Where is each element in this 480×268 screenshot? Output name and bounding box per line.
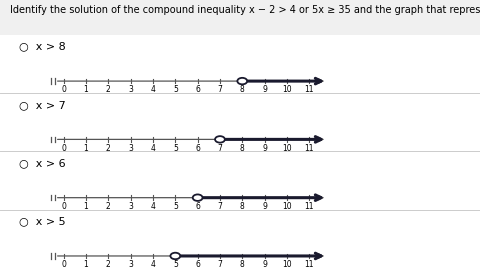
Text: 7: 7 bbox=[217, 260, 222, 268]
Text: 7: 7 bbox=[217, 144, 222, 152]
Text: 1: 1 bbox=[84, 202, 88, 211]
Text: 10: 10 bbox=[281, 144, 291, 152]
Text: 8: 8 bbox=[240, 202, 244, 211]
Text: 0: 0 bbox=[61, 85, 66, 94]
Text: 2: 2 bbox=[106, 260, 110, 268]
Text: 3: 3 bbox=[128, 144, 133, 152]
Text: 6: 6 bbox=[195, 85, 200, 94]
Circle shape bbox=[192, 195, 202, 201]
Text: 11: 11 bbox=[304, 202, 313, 211]
Text: 5: 5 bbox=[172, 144, 178, 152]
Text: 7: 7 bbox=[217, 85, 222, 94]
Circle shape bbox=[237, 78, 247, 84]
Text: 4: 4 bbox=[150, 202, 155, 211]
Text: 10: 10 bbox=[281, 260, 291, 268]
Text: 4: 4 bbox=[150, 260, 155, 268]
Text: ○  x > 6: ○ x > 6 bbox=[19, 158, 66, 168]
Text: 5: 5 bbox=[172, 260, 178, 268]
Text: ○  x > 5: ○ x > 5 bbox=[19, 217, 66, 226]
Text: 0: 0 bbox=[61, 202, 66, 211]
Text: 2: 2 bbox=[106, 202, 110, 211]
Text: Identify the solution of the compound inequality x − 2 > 4 or 5x ≥ 35 and the gr: Identify the solution of the compound in… bbox=[10, 5, 480, 15]
Text: 6: 6 bbox=[195, 260, 200, 268]
Text: 2: 2 bbox=[106, 144, 110, 152]
Text: 5: 5 bbox=[172, 85, 178, 94]
Text: 3: 3 bbox=[128, 85, 133, 94]
Text: 3: 3 bbox=[128, 260, 133, 268]
Text: ○  x > 8: ○ x > 8 bbox=[19, 42, 66, 51]
Text: 4: 4 bbox=[150, 85, 155, 94]
Text: 11: 11 bbox=[304, 85, 313, 94]
Text: 9: 9 bbox=[262, 260, 266, 268]
Text: 0: 0 bbox=[61, 144, 66, 152]
Text: 11: 11 bbox=[304, 144, 313, 152]
Text: 1: 1 bbox=[84, 144, 88, 152]
Text: 9: 9 bbox=[262, 144, 266, 152]
Text: ○  x > 7: ○ x > 7 bbox=[19, 100, 66, 110]
Text: 2: 2 bbox=[106, 85, 110, 94]
Text: 9: 9 bbox=[262, 85, 266, 94]
Text: 1: 1 bbox=[84, 260, 88, 268]
Text: 5: 5 bbox=[172, 202, 178, 211]
Text: 10: 10 bbox=[281, 202, 291, 211]
Text: 10: 10 bbox=[281, 85, 291, 94]
Text: 11: 11 bbox=[304, 260, 313, 268]
Text: 6: 6 bbox=[195, 202, 200, 211]
Text: 1: 1 bbox=[84, 85, 88, 94]
Text: 7: 7 bbox=[217, 202, 222, 211]
Text: 0: 0 bbox=[61, 260, 66, 268]
Text: 6: 6 bbox=[195, 144, 200, 152]
Text: 3: 3 bbox=[128, 202, 133, 211]
Text: 8: 8 bbox=[240, 260, 244, 268]
Text: 9: 9 bbox=[262, 202, 266, 211]
Circle shape bbox=[170, 253, 180, 259]
Circle shape bbox=[215, 136, 224, 143]
Text: 4: 4 bbox=[150, 144, 155, 152]
Text: 8: 8 bbox=[240, 85, 244, 94]
Text: 8: 8 bbox=[240, 144, 244, 152]
